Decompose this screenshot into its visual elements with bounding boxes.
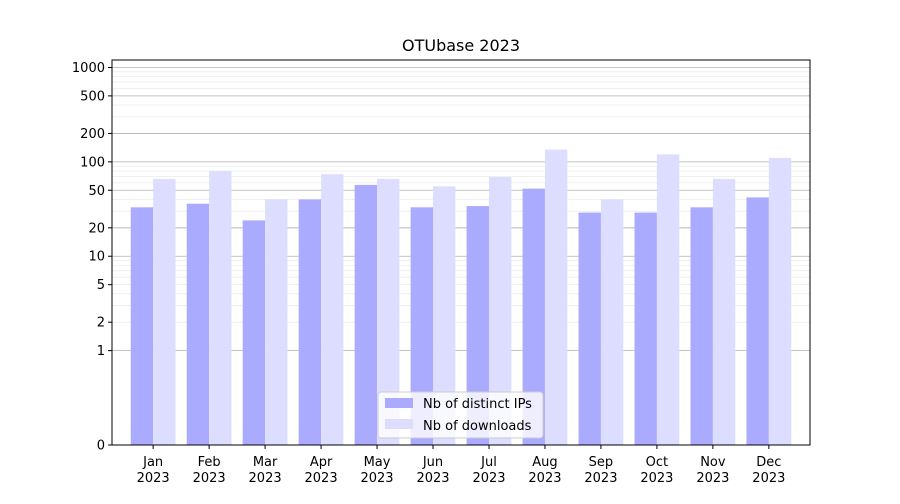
y-tick-label: 50 [88,184,105,199]
x-tick-label-month: Feb [198,455,221,470]
bar-distinct-ips [242,220,266,445]
x-tick-label-year: 2023 [249,471,282,486]
bar-distinct-ips [690,207,713,445]
bar-downloads [768,157,792,445]
legend-swatch-downloads [385,419,413,429]
y-tick-label: 500 [80,89,105,104]
bar-distinct-ips [466,206,489,445]
bar-distinct-ips [410,207,434,445]
x-axis: Jan2023Feb2023Mar2023Apr2023May2023Jun20… [137,445,785,486]
bar-downloads [377,178,400,445]
y-tick-label: 10 [88,250,105,265]
x-tick-label-year: 2023 [472,471,505,486]
plot-frame [111,59,811,446]
legend-label-downloads: Nb of downloads [423,419,532,434]
bar-distinct-ips [578,212,601,445]
y-tick-label: 20 [88,221,105,236]
bar-distinct-ips [130,207,154,445]
bar-distinct-ips [298,199,322,445]
bar-downloads [153,178,176,445]
x-tick-label-month: Jun [422,455,443,470]
bar-distinct-ips [186,203,210,445]
x-tick-label-year: 2023 [305,471,338,486]
y-tick-label: 1 [97,344,105,359]
bar-downloads [656,154,680,445]
x-tick-label-year: 2023 [360,471,393,486]
x-tick-label-month: Apr [310,455,333,470]
bar-downloads [544,149,568,445]
x-tick-label-month: Mar [253,455,278,470]
x-tick-label-month: Jul [480,455,497,470]
chart-title: OTUbase 2023 [402,36,520,55]
bar-distinct-ips [634,212,657,445]
bar-downloads [321,174,344,445]
x-tick-label-year: 2023 [696,471,729,486]
bar-downloads [265,199,288,445]
bar-downloads [600,199,624,445]
bars [130,149,792,446]
legend-swatch-distinct-ips [385,398,413,408]
x-tick-label-month: May [364,455,391,470]
x-tick-label-month: Dec [756,455,781,470]
x-tick-label-month: Jan [142,455,163,470]
x-tick-label-year: 2023 [528,471,561,486]
y-tick-label: 1000 [72,61,105,76]
x-tick-label-month: Nov [700,455,726,470]
bar-downloads [433,186,456,445]
bar-distinct-ips [522,188,545,445]
y-tick-label: 0 [97,439,105,454]
legend-label-distinct-ips: Nb of distinct IPs [423,397,532,412]
x-tick-label-year: 2023 [137,471,170,486]
y-tick-label: 100 [80,155,105,170]
x-tick-label-month: Oct [646,455,668,470]
x-tick-label-year: 2023 [752,471,785,486]
y-axis: 0 1 2 5 10 20 50 100 200 500 1000 [72,61,112,454]
legend: Nb of distinct IPs Nb of downloads [377,391,544,439]
bar-downloads [209,171,232,446]
x-tick-label-month: Sep [589,455,614,470]
bar-downloads [712,178,736,445]
x-tick-label-year: 2023 [193,471,226,486]
y-tick-label: 5 [97,278,105,293]
bar-distinct-ips [746,197,769,445]
legend-frame [377,391,544,439]
x-tick-label-year: 2023 [584,471,617,486]
y-tick-label: 2 [97,316,105,331]
bar-downloads [488,177,512,445]
x-tick-label-month: Aug [532,455,557,470]
x-tick-label-year: 2023 [416,471,449,486]
y-tick-label: 200 [80,127,105,142]
bar-distinct-ips [354,184,378,446]
x-tick-label-year: 2023 [640,471,673,486]
